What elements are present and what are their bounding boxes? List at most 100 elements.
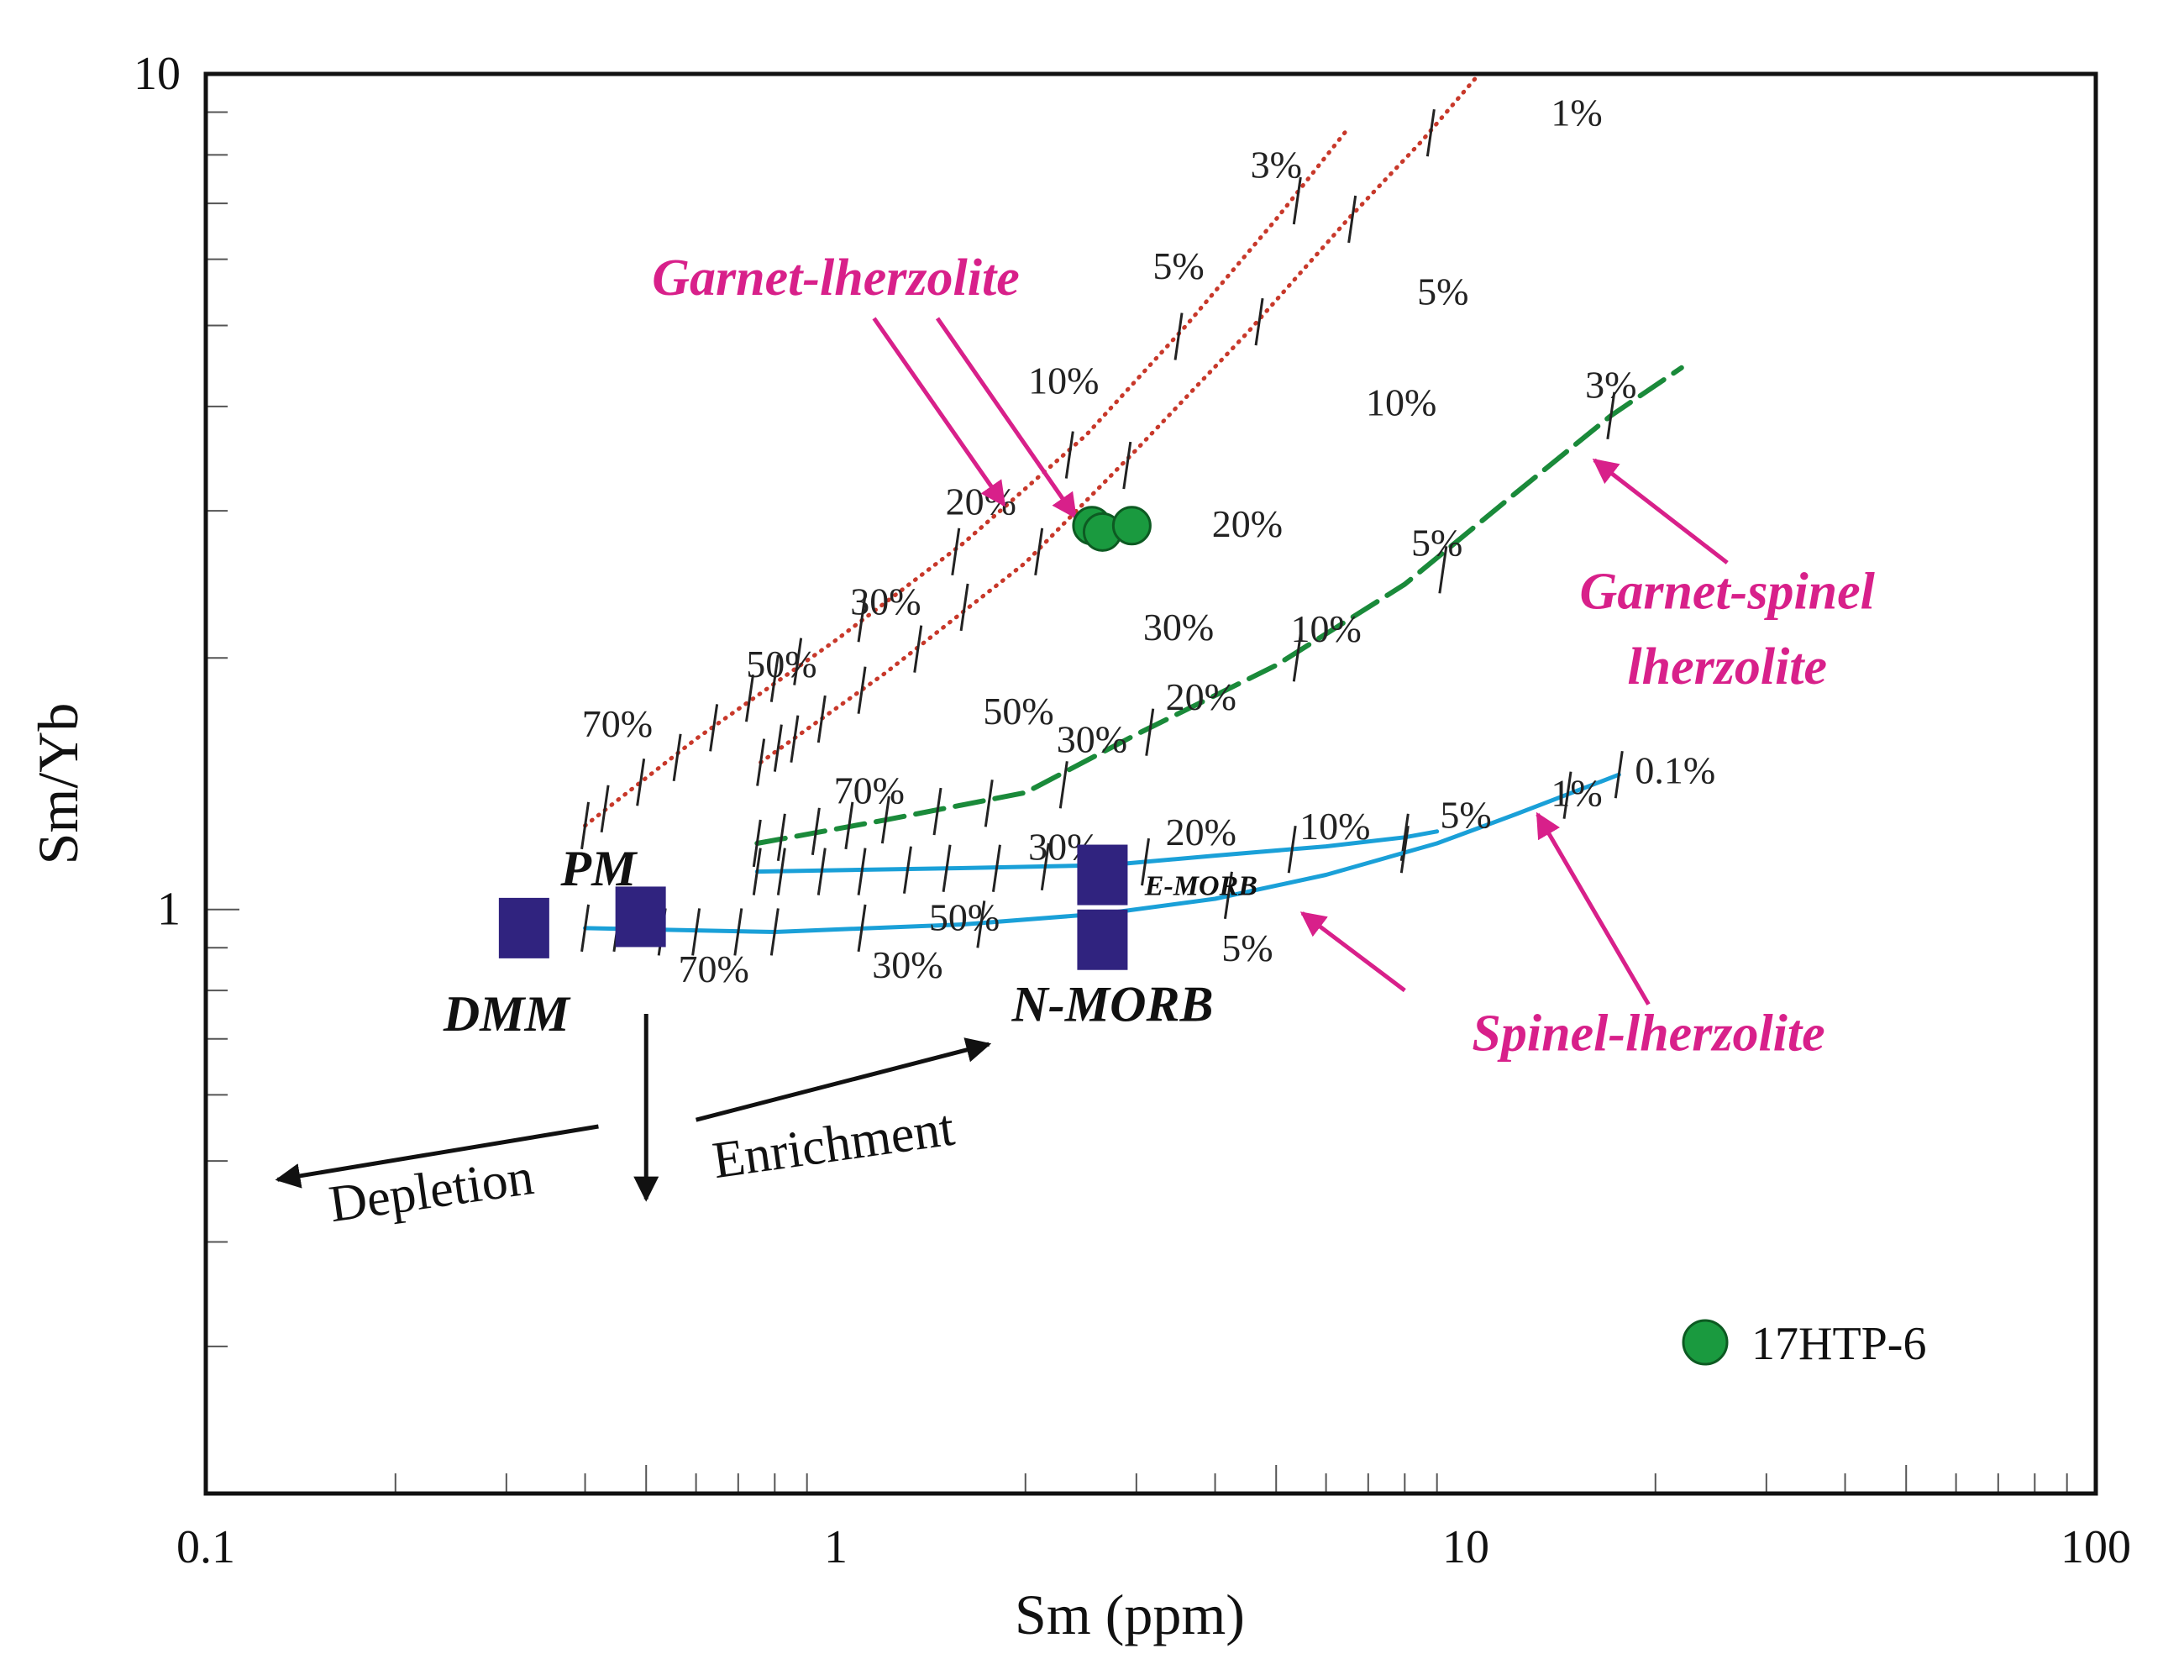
melting-percent-label: 50% xyxy=(929,895,1000,938)
curve-tick xyxy=(913,625,923,673)
melting-percent-label: 30% xyxy=(872,943,942,986)
curve-tick xyxy=(844,801,854,850)
melting-percent-label: 10% xyxy=(1028,360,1099,402)
melting-percent-label: 20% xyxy=(1212,502,1283,545)
enrichment-label: Enrichment xyxy=(709,1100,958,1190)
y-tick-label: 10 xyxy=(134,48,181,100)
sample-points xyxy=(1072,506,1152,552)
melting-percent-label: 10% xyxy=(1299,805,1370,848)
y-tick-label: 1 xyxy=(157,884,181,936)
x-tick-label: 100 xyxy=(2061,1521,2131,1573)
melting-percent-label: 10% xyxy=(1290,607,1361,650)
curve-line xyxy=(583,126,1351,828)
lithology-label: Spinel-lherzolite xyxy=(1472,1005,1824,1063)
curve-tick xyxy=(769,654,780,702)
curve-tick xyxy=(932,787,942,836)
curve-tick xyxy=(580,801,591,850)
melting-percent-label: 5% xyxy=(1411,522,1462,564)
y-axis-title: Sm/Yb xyxy=(26,703,90,865)
curve-tick xyxy=(733,908,743,956)
enrichment-arrow xyxy=(695,1037,992,1122)
curve-tick xyxy=(636,759,646,806)
melting-percent-label: 5% xyxy=(1152,244,1204,287)
melting-percent-label: 10% xyxy=(1366,381,1436,423)
curve-tick xyxy=(1287,826,1297,874)
curve-tick xyxy=(816,695,827,743)
melting-percent-label: 5% xyxy=(1221,927,1273,969)
sample-point xyxy=(1111,506,1152,546)
curve-tick xyxy=(691,908,701,956)
curve-tick xyxy=(776,813,786,862)
melting-percent-label: 3% xyxy=(1251,143,1302,186)
lithology-label: Garnet-spinel xyxy=(1580,564,1876,621)
curve-tick xyxy=(1223,871,1233,919)
melting-percent-label: 20% xyxy=(1166,675,1236,718)
model-curves xyxy=(580,71,1684,956)
curve-tick xyxy=(600,785,610,832)
curve-tick xyxy=(793,638,803,685)
source-label: PM xyxy=(559,841,638,896)
axis-tick-labels: 0.1 1 10 100 1 10 xyxy=(134,48,2131,1573)
curve-tick xyxy=(752,819,762,868)
curve-tick xyxy=(902,846,912,894)
source-markers: DMM PM E-MORB N-MORB xyxy=(443,841,1257,1042)
curve-tick xyxy=(709,704,719,752)
melting-percent-labels: 70%50%30%20%10%5%3%50%30%20%10%5%1%70%30… xyxy=(582,92,1715,990)
melting-percent-label: 20% xyxy=(1166,811,1236,853)
melting-percent-label: 20% xyxy=(946,480,1016,523)
curve-tick xyxy=(1254,297,1264,346)
source-label: E-MORB xyxy=(1144,870,1257,901)
arrows: Depletion Enrichment xyxy=(275,317,1729,1233)
curve-tick xyxy=(1145,708,1155,756)
curve-tick xyxy=(580,904,591,953)
curve-tick xyxy=(857,595,867,643)
curve-tick xyxy=(942,844,952,892)
curve-tick xyxy=(1034,528,1044,576)
melting-percent-label: 1% xyxy=(1551,772,1602,815)
curve-tick xyxy=(1399,826,1410,874)
curve-tick xyxy=(976,900,986,948)
curve-tick xyxy=(1292,176,1302,225)
lithology-label: Garnet-lherzolite xyxy=(652,249,1019,307)
source-label: DMM xyxy=(443,986,572,1042)
curve-line xyxy=(759,71,1482,765)
curve-tick xyxy=(1058,761,1068,809)
melting-percent-label: 5% xyxy=(1440,793,1491,836)
x-tick-label: 1 xyxy=(824,1521,848,1573)
plot-frame xyxy=(203,71,2098,1496)
curve-tick xyxy=(672,733,682,782)
curve-tick xyxy=(1292,634,1302,682)
pointer-arrow xyxy=(1536,811,1651,1005)
melting-percent-label: 30% xyxy=(1057,718,1127,761)
pointer-arrow xyxy=(1299,911,1406,993)
melting-percent-label: 30% xyxy=(850,580,921,622)
curve-tick xyxy=(790,715,800,763)
legend: 17HTP-6 xyxy=(1682,1318,1926,1370)
curve-tick xyxy=(1122,441,1132,490)
curve-tick xyxy=(857,666,867,714)
curve-tick xyxy=(769,908,780,956)
melting-percent-label: 3% xyxy=(1585,364,1636,407)
pointer-arrow xyxy=(935,317,1078,519)
x-tick-label: 0.1 xyxy=(176,1521,235,1573)
depletion-label: Depletion xyxy=(326,1148,538,1233)
source-marker xyxy=(1077,844,1128,906)
curve-line xyxy=(754,365,1684,846)
curve-tick xyxy=(811,807,821,856)
melting-percent-label: 50% xyxy=(746,643,816,685)
curve-tick xyxy=(991,844,1001,892)
pointer-arrow xyxy=(872,317,1006,507)
curve-tick xyxy=(951,528,961,576)
curve-tick xyxy=(745,674,754,722)
source-label: N-MORB xyxy=(1011,977,1213,1032)
melting-percent-label: 70% xyxy=(582,702,653,745)
curve-tick xyxy=(1614,750,1624,799)
x-tick-label: 10 xyxy=(1442,1521,1489,1573)
curve-tick xyxy=(1347,195,1357,244)
x-axis-title: Sm (ppm) xyxy=(1015,1583,1245,1646)
depletion-arrow xyxy=(275,1124,599,1189)
melting-percent-label: 50% xyxy=(983,690,1053,732)
curve-line xyxy=(583,772,1621,934)
melting-percent-label: 0.1% xyxy=(1635,748,1715,791)
